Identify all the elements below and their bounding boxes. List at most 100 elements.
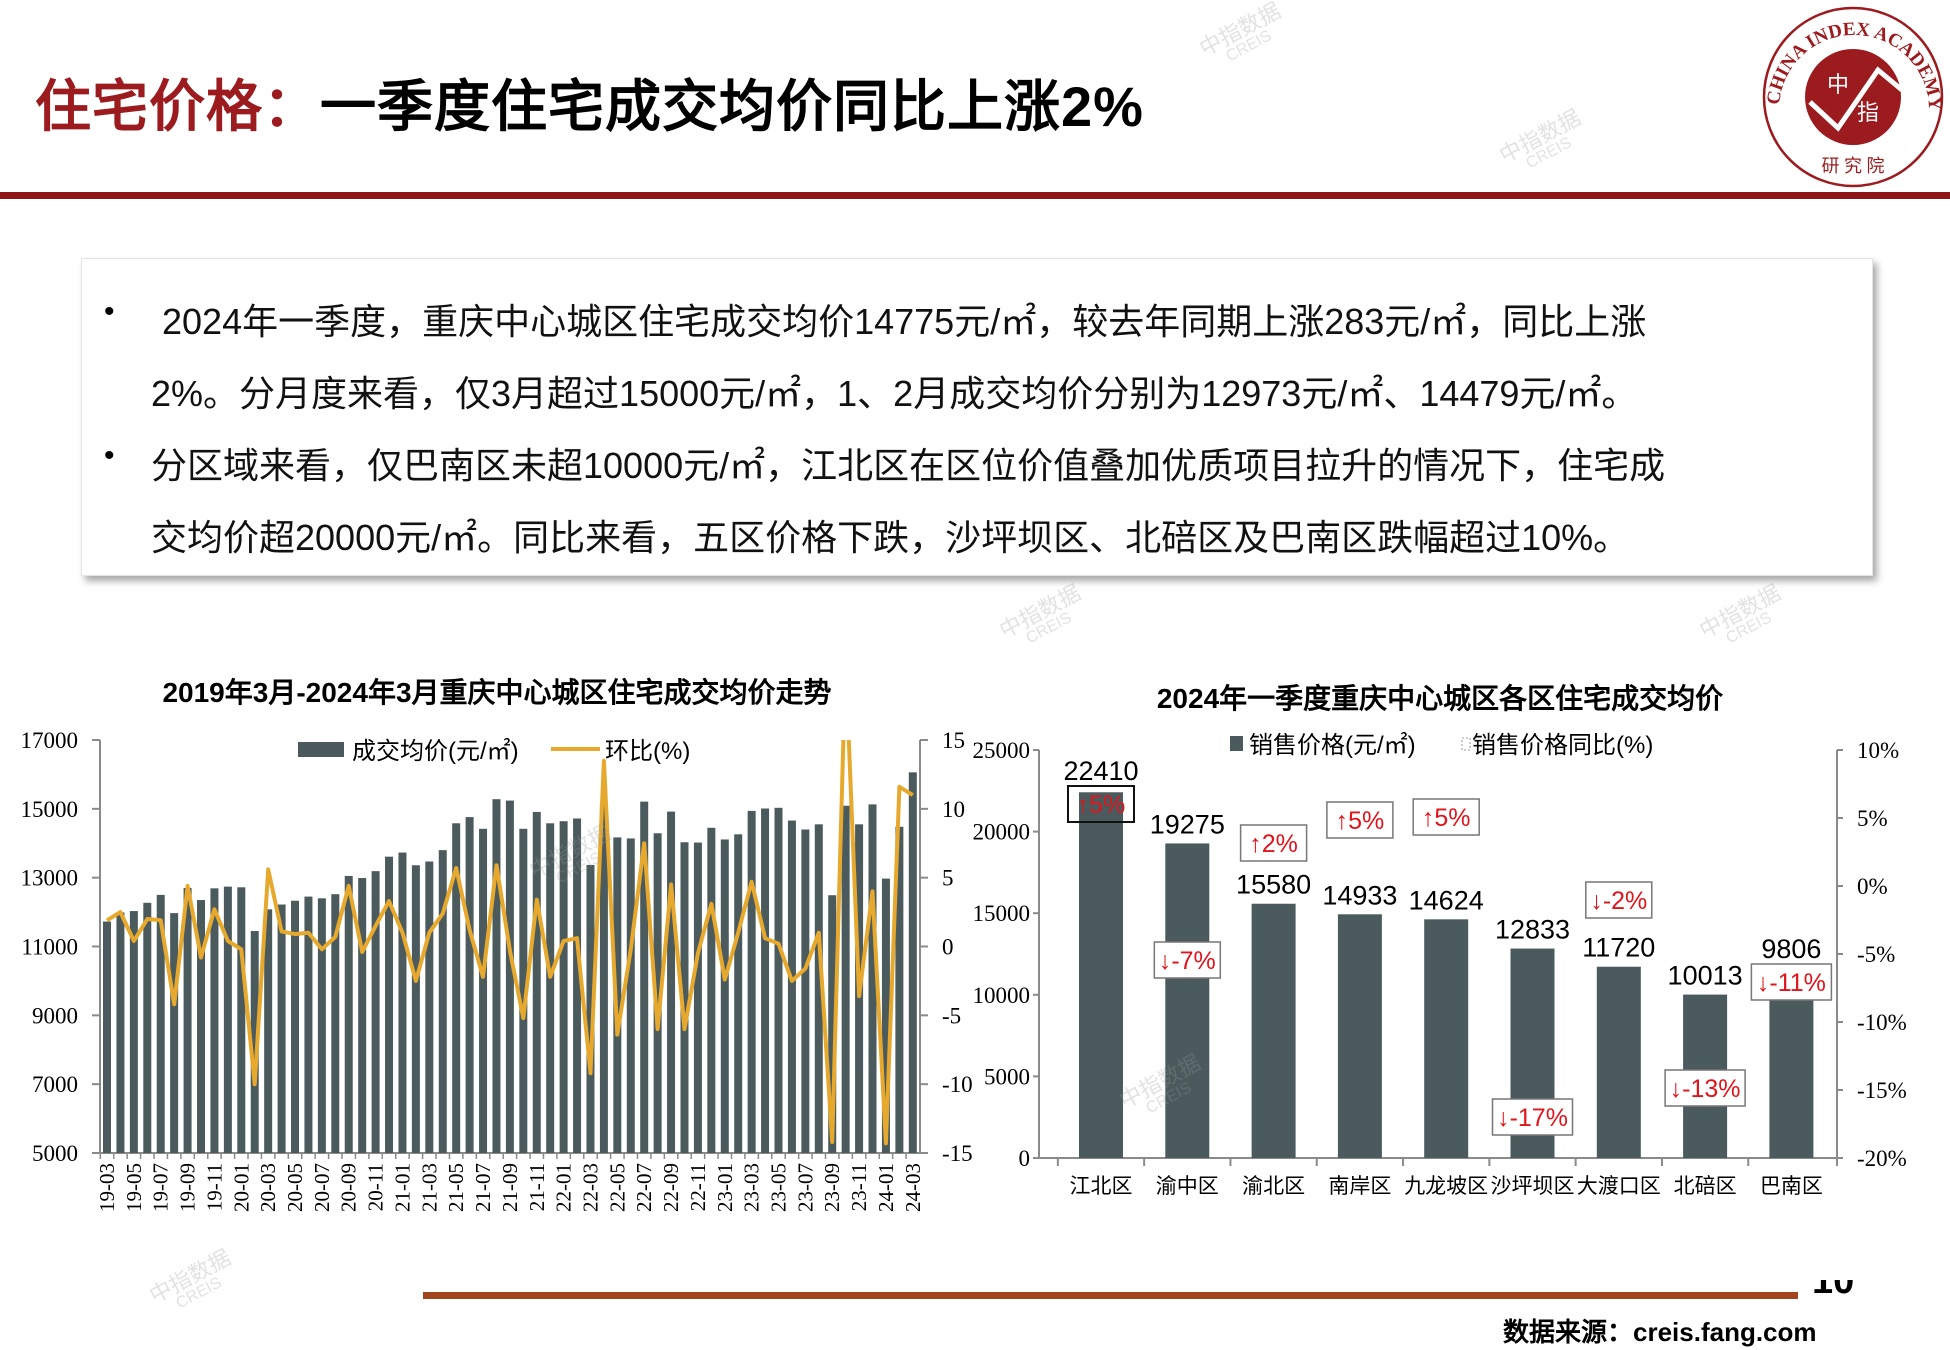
price-bar	[170, 913, 179, 1153]
x-tick-label: 20-01	[229, 1163, 253, 1212]
bullet-dot: •	[104, 295, 115, 328]
yoy-label-box	[1153, 941, 1222, 979]
bar-value-label: 11720	[1582, 933, 1655, 963]
y-right-tick-label: 0	[942, 935, 954, 960]
price-bar	[492, 799, 501, 1153]
logo-char-zhi: 指	[1857, 100, 1879, 125]
x-tick-label: 23-05	[767, 1163, 791, 1212]
price-bar	[156, 894, 165, 1153]
price-bar	[653, 833, 662, 1153]
district-label: 大渡口区	[1577, 1175, 1661, 1198]
y-right-tick-label: 10	[942, 797, 965, 822]
x-tick-label: 24-01	[874, 1163, 898, 1212]
yoy-label: ↑5%	[1077, 791, 1126, 819]
yoy-label: ↓-7%	[1159, 947, 1216, 975]
x-tick-label: 23-01	[713, 1163, 737, 1212]
district-chart: 25000 20000 15000 10000 5000 0 10% 5% 0% -5% -10% -…	[973, 732, 1907, 1198]
price-bar	[183, 887, 192, 1153]
header-divider	[0, 192, 1950, 199]
x-tick-label: 23-11	[847, 1163, 871, 1211]
trend-chart: 17000 15000 13000 11000 9000 7000 5000 15 10 5 0 -5…	[21, 728, 973, 1212]
x-tick-label: 20-03	[256, 1163, 280, 1212]
price-bar	[438, 850, 447, 1153]
data-source: 数据来源：creis.fang.com	[1503, 1317, 1817, 1347]
yoy-label-box	[1585, 881, 1653, 919]
yoy-label-box	[1412, 798, 1480, 836]
legend-line-label: 环比(%)	[605, 738, 690, 765]
price-bar	[626, 838, 635, 1153]
yoy-label-box	[1067, 785, 1135, 823]
mom-line	[105, 740, 914, 1146]
x-tick-label: 19-11	[202, 1163, 226, 1211]
price-bar	[720, 839, 729, 1153]
yoy-label-box	[1750, 963, 1833, 1001]
district-label: 沙坪坝区	[1491, 1175, 1575, 1198]
price-bar	[868, 804, 877, 1153]
price-bar	[693, 842, 702, 1153]
price-bar	[465, 817, 474, 1153]
x-tick-label: 21-07	[471, 1163, 495, 1212]
x-tick-label: 22-01	[552, 1163, 576, 1212]
price-bar	[116, 912, 125, 1153]
x-tick-label: 21-03	[417, 1163, 441, 1212]
price-bar	[895, 826, 904, 1153]
x-tick-label: 22-03	[578, 1163, 602, 1212]
price-bar	[640, 801, 649, 1153]
x-tick-label: 19-07	[149, 1163, 173, 1212]
price-bar	[291, 900, 300, 1153]
price-bar	[452, 823, 461, 1153]
bar-value-label: 9806	[1761, 934, 1821, 964]
x-tick-label: 22-09	[659, 1163, 683, 1212]
y-left-tick-label: 0	[1019, 1146, 1031, 1171]
price-bar	[331, 894, 340, 1153]
price-bar	[210, 888, 219, 1153]
yoy-label-box	[1239, 824, 1308, 862]
district-label: 北碚区	[1674, 1175, 1737, 1198]
x-tick-label: 20-05	[283, 1163, 307, 1212]
x-tick-label: 23-07	[793, 1163, 817, 1212]
x-tick-label: 23-09	[820, 1163, 844, 1212]
summary-line: 2024年一季度，重庆中心城区住宅成交均价14775元/㎡，较去年同期上涨283…	[162, 301, 1647, 342]
y-left-tick-label: 15000	[21, 797, 79, 822]
y-right-tick-label: 0%	[1857, 874, 1888, 899]
title-accent: 住宅价格：	[35, 75, 320, 138]
price-bar	[774, 807, 783, 1153]
price-bar	[599, 802, 608, 1153]
price-bar	[828, 895, 837, 1153]
y-left-tick-label: 11000	[21, 935, 78, 960]
legend-yoy-swatch	[1461, 737, 1471, 751]
price-bar	[519, 828, 528, 1153]
price-bar	[707, 827, 716, 1153]
price-bar	[250, 931, 259, 1153]
price-bar	[479, 828, 488, 1153]
price-bar	[761, 808, 770, 1153]
price-bar	[385, 856, 394, 1153]
price-bar	[103, 921, 111, 1153]
y-right-tick-label: -5%	[1857, 942, 1895, 967]
x-tick-label: 21-05	[444, 1163, 468, 1212]
district-label: 巴南区	[1760, 1175, 1823, 1198]
yoy-label: ↑5%	[1336, 807, 1385, 835]
price-bar	[143, 902, 152, 1153]
x-tick-label: 21-09	[498, 1163, 522, 1212]
logo-bottom-text: 研 究 院	[1822, 156, 1885, 176]
y-right-tick-label: 5%	[1857, 806, 1888, 831]
price-bar	[734, 834, 743, 1153]
yoy-label: ↓-2%	[1590, 887, 1647, 915]
x-tick-label: 20-07	[310, 1163, 334, 1212]
y-left-tick-label: 20000	[973, 820, 1031, 845]
trend-chart-title: 2019年3月-2024年3月重庆中心城区住宅成交均价走势	[162, 677, 832, 708]
y-left-tick-label: 7000	[32, 1072, 78, 1097]
price-bar	[747, 810, 756, 1153]
district-price-bar	[1251, 903, 1296, 1158]
china-index-academy-logo: CHINA INDEX ACADEMY 中 指 研 究 院	[1762, 6, 1945, 188]
y-right-tick-label: 15	[942, 728, 965, 753]
price-bar	[223, 886, 232, 1153]
x-tick-label: 19-03	[95, 1163, 119, 1212]
x-tick-label: 23-03	[740, 1163, 764, 1212]
y-right-tick-label: -15	[942, 1141, 973, 1166]
price-bar	[559, 821, 568, 1153]
y-right-tick-label: 10%	[1857, 738, 1899, 763]
price-bar	[264, 909, 273, 1153]
